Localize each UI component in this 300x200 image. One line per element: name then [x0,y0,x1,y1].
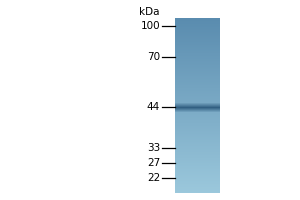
Text: 33: 33 [147,143,160,153]
Text: 44: 44 [147,102,160,112]
Text: 27: 27 [147,158,160,168]
Text: 70: 70 [147,52,160,62]
Text: kDa: kDa [140,7,160,17]
Text: 22: 22 [147,173,160,183]
Text: 100: 100 [140,21,160,31]
